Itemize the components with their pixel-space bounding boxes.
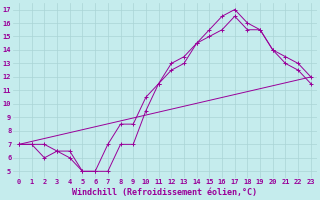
X-axis label: Windchill (Refroidissement éolien,°C): Windchill (Refroidissement éolien,°C) xyxy=(72,188,258,197)
